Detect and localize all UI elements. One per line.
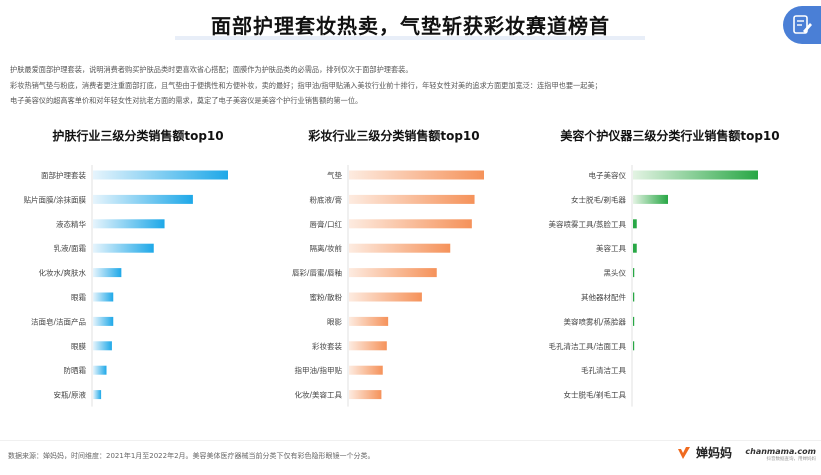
bar	[93, 243, 154, 253]
bar	[93, 341, 112, 351]
intro-line: 彩妆热销气垫与粉底，消费者更注重面部打底，且气垫由于便携性和方便补妆，卖的最好；…	[10, 80, 602, 90]
category-label: 气垫	[327, 170, 342, 180]
bar	[633, 341, 635, 351]
bar	[349, 219, 472, 229]
category-label: 防晒霜	[64, 365, 87, 375]
category-label: 面部护理套装	[41, 170, 86, 180]
category-label: 彩妆套装	[312, 341, 342, 351]
category-label: 乳液/面霜	[53, 243, 86, 253]
bar	[93, 170, 228, 180]
category-label: 蜜粉/散粉	[309, 292, 342, 302]
category-label: 女士脱毛/剃毛器	[571, 194, 627, 204]
intro-line: 护肤最爱面部护理套装，说明消费者购买护肤品类时更喜欢省心搭配；面膜作为护肤品类的…	[10, 65, 413, 74]
brand-name: 婵妈妈	[696, 446, 733, 460]
bar	[349, 365, 383, 375]
intro-line: 电子美容仪的超高客单价和对年轻女性对抗老方面的需求，奠定了电子美容仪是美容个护行…	[10, 96, 363, 105]
bar	[349, 292, 422, 302]
category-label: 电子美容仪	[589, 170, 627, 180]
category-label: 女士脱毛/剃毛工具	[563, 390, 626, 400]
skincare-chart: 护肤行业三级分类销售额top10 面部护理套装贴片面膜/涂抹面膜液态精华乳液/面…	[8, 125, 268, 415]
category-label: 指甲油/指甲贴	[294, 365, 342, 375]
category-label: 毛孔清洁工具	[581, 365, 626, 375]
category-label: 其他器材配件	[581, 292, 626, 302]
title-underline	[175, 36, 645, 40]
bar	[93, 365, 107, 375]
category-label: 粉底液/膏	[309, 194, 342, 204]
bar	[633, 243, 637, 253]
edit-note-icon	[793, 15, 812, 34]
device-chart: 美容个护仪器三级分类行业销售额top10 电子美容仪女士脱毛/剃毛器美容喷雾工具…	[540, 125, 800, 415]
site-url: chanmama.com	[745, 447, 816, 456]
category-label: 唇膏/口红	[309, 219, 342, 229]
bar	[633, 170, 758, 180]
bar	[633, 194, 668, 204]
category-label: 化妆水/爽肤水	[38, 268, 86, 278]
category-label: 眼膜	[71, 341, 86, 351]
category-label: 贴片面膜/涂抹面膜	[23, 194, 86, 204]
category-label: 黑头仪	[604, 268, 627, 278]
makeup-chart: 彩妆行业三级分类销售额top10 气垫粉底液/膏唇膏/口红隔离/妆前唇彩/唇蜜/…	[264, 125, 524, 415]
bar	[349, 268, 437, 278]
chart-title: 美容个护仪器三级分类行业销售额top10	[560, 129, 780, 143]
bar	[633, 316, 635, 326]
bar	[349, 170, 484, 180]
category-label: 美容喷雾工具/蒸脸工具	[548, 219, 626, 229]
footer-divider	[0, 440, 821, 441]
bar	[93, 219, 165, 229]
chart-title: 护肤行业三级分类销售额top10	[52, 129, 224, 143]
bar	[349, 243, 451, 253]
bar	[93, 268, 122, 278]
category-label: 化妆/美容工具	[294, 390, 342, 400]
bar	[93, 194, 193, 204]
data-source-note: 数据来源：婵妈妈，时间维度：2021年1月至2022年2月。美容美体医疗器械当前…	[8, 452, 375, 460]
bar	[633, 292, 635, 302]
bar	[349, 194, 475, 204]
note-badge	[783, 6, 821, 44]
bar	[93, 316, 114, 326]
site-info: chanmama.com 抖音数据查询，用婵妈妈	[744, 447, 816, 462]
brand-logo: 婵妈妈	[676, 444, 732, 461]
site-tagline: 抖音数据查询，用婵妈妈	[766, 457, 817, 462]
category-label: 美容工具	[596, 243, 626, 253]
intro-text: 护肤最爱面部护理套装，说明消费者购买护肤品类时更喜欢省心搭配；面膜作为护肤品类的…	[10, 62, 810, 109]
bar	[93, 390, 102, 400]
chanmama-logo-icon	[678, 446, 690, 459]
category-label: 隔离/妆前	[309, 243, 342, 253]
category-label: 眼影	[327, 316, 342, 326]
makeup-bars: 气垫粉底液/膏唇膏/口红隔离/妆前唇彩/唇蜜/唇釉蜜粉/散粉眼影彩妆套装指甲油/…	[292, 165, 484, 407]
bar	[633, 268, 635, 278]
chart-title: 彩妆行业三级分类销售额top10	[308, 129, 480, 143]
bar	[93, 292, 114, 302]
category-label: 洁面皂/洁面产品	[31, 316, 86, 326]
skincare-bars: 面部护理套装贴片面膜/涂抹面膜液态精华乳液/面霜化妆水/爽肤水眼霜洁面皂/洁面产…	[23, 165, 228, 407]
bar	[633, 219, 637, 229]
bar	[349, 341, 387, 351]
category-label: 眼霜	[71, 293, 86, 302]
page-title: 面部护理套妆热卖，气垫斩获彩妆赛道榜首	[211, 14, 610, 38]
category-label: 液态精华	[56, 219, 86, 229]
category-label: 唇彩/唇蜜/唇釉	[292, 268, 342, 278]
bar	[349, 390, 382, 400]
category-label: 美容喷雾机/蒸脸器	[563, 316, 626, 326]
bar	[349, 316, 389, 326]
device-bars: 电子美容仪女士脱毛/剃毛器美容喷雾工具/蒸脸工具美容工具黑头仪其他器材配件美容喷…	[548, 165, 758, 407]
category-label: 安瓶/原液	[53, 390, 86, 400]
category-label: 毛孔清洁工具/洁面工具	[548, 341, 626, 351]
